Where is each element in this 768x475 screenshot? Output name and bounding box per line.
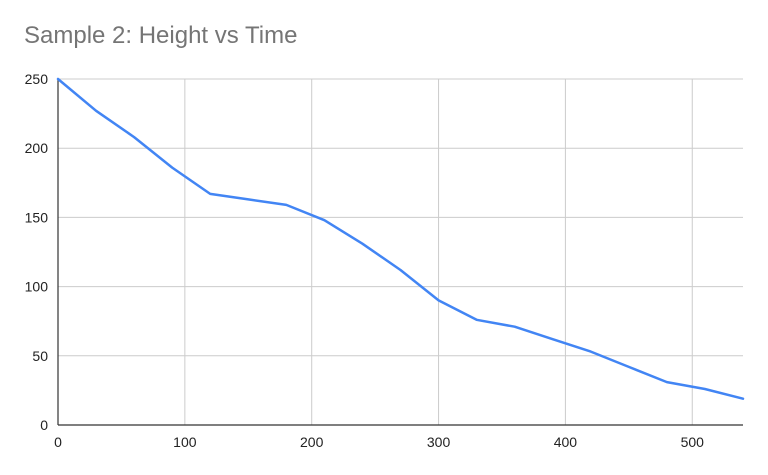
y-tick-label: 250 [25, 71, 49, 87]
x-tick-label: 300 [427, 434, 451, 450]
x-tick-label: 100 [173, 434, 197, 450]
series-line [56, 77, 745, 400]
axes [57, 79, 743, 426]
tick-labels: 0 50 100 150 200 250 0 100 200 300 400 500 [25, 71, 705, 450]
x-tick-label: 400 [554, 434, 578, 450]
y-tick-label: 150 [25, 209, 49, 225]
chart-title: Sample 2: Height vs Time [24, 22, 298, 49]
y-tick-label: 100 [25, 279, 49, 295]
y-tick-label: 200 [25, 140, 49, 156]
x-tick-label: 0 [54, 434, 62, 450]
x-tick-label: 500 [681, 434, 705, 450]
gridlines [58, 78, 743, 425]
y-tick-label: 50 [32, 348, 48, 364]
x-tick-label: 200 [300, 434, 324, 450]
y-tick-label: 0 [40, 417, 48, 433]
series-group [56, 77, 745, 400]
